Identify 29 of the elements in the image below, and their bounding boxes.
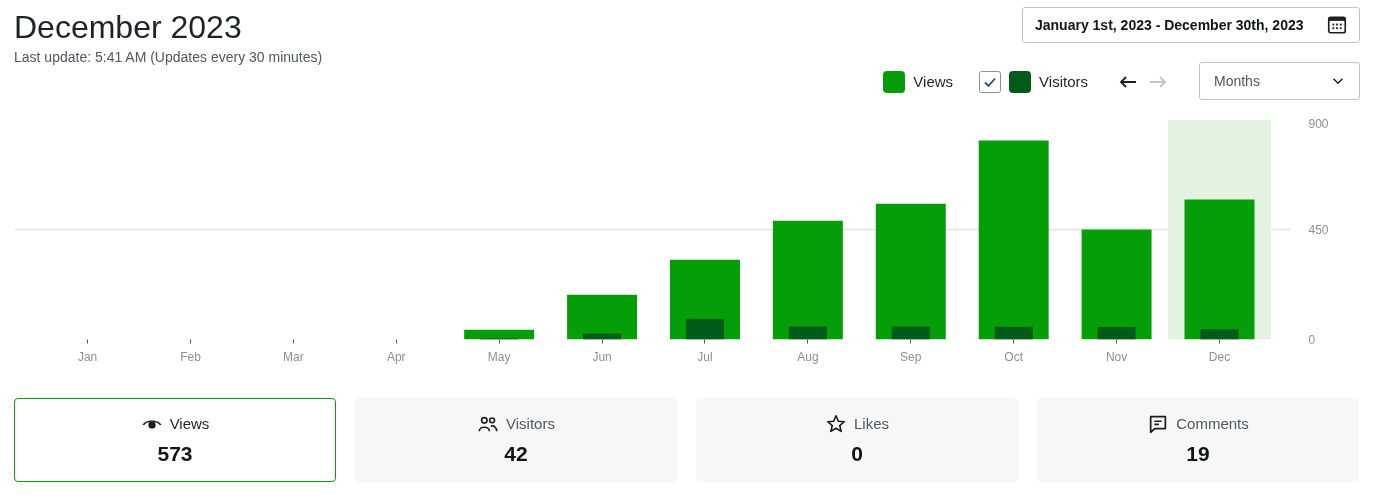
y-tick-label: 0 (1308, 333, 1316, 347)
chart-subtitle: Last update: 5:41 AM (Updates every 30 minutes) (14, 48, 323, 66)
legend-label: Visitors (1039, 72, 1088, 93)
text: Months (1214, 72, 1260, 91)
data-label: 573 (157, 441, 193, 467)
category-label: Views (169, 414, 210, 435)
x-tick-label: Oct (1004, 349, 1024, 364)
x-tick-label: Aug (797, 349, 819, 364)
x-tick-label: Sep (900, 349, 922, 364)
category-label: Likes (853, 414, 890, 435)
x-tick-label: May (487, 349, 511, 364)
y-tick-label: 450 (1308, 223, 1329, 237)
x-tick-label: Mar (283, 349, 304, 364)
x-tick-label: Apr (386, 349, 406, 364)
chart-title: December 2023 (14, 8, 242, 46)
x-tick-label: Jan (77, 349, 98, 364)
x-tick-label: Jul (697, 349, 713, 364)
data-label: 42 (504, 441, 528, 467)
category-label: Visitors (506, 414, 555, 435)
legend-label: Views (913, 72, 954, 93)
y-tick-label: 900 (1308, 116, 1329, 131)
x-tick-label: Jun (592, 349, 612, 364)
data-label: 0 (851, 441, 863, 467)
text: January 1st, 2023 - December 30th, 2023 (1035, 16, 1304, 35)
x-tick-label: Nov (1105, 349, 1128, 364)
category-label: Comments (1176, 414, 1249, 435)
data-label: 19 (1186, 441, 1210, 467)
x-tick-label: Dec (1208, 349, 1231, 364)
x-tick-label: Feb (180, 349, 202, 364)
